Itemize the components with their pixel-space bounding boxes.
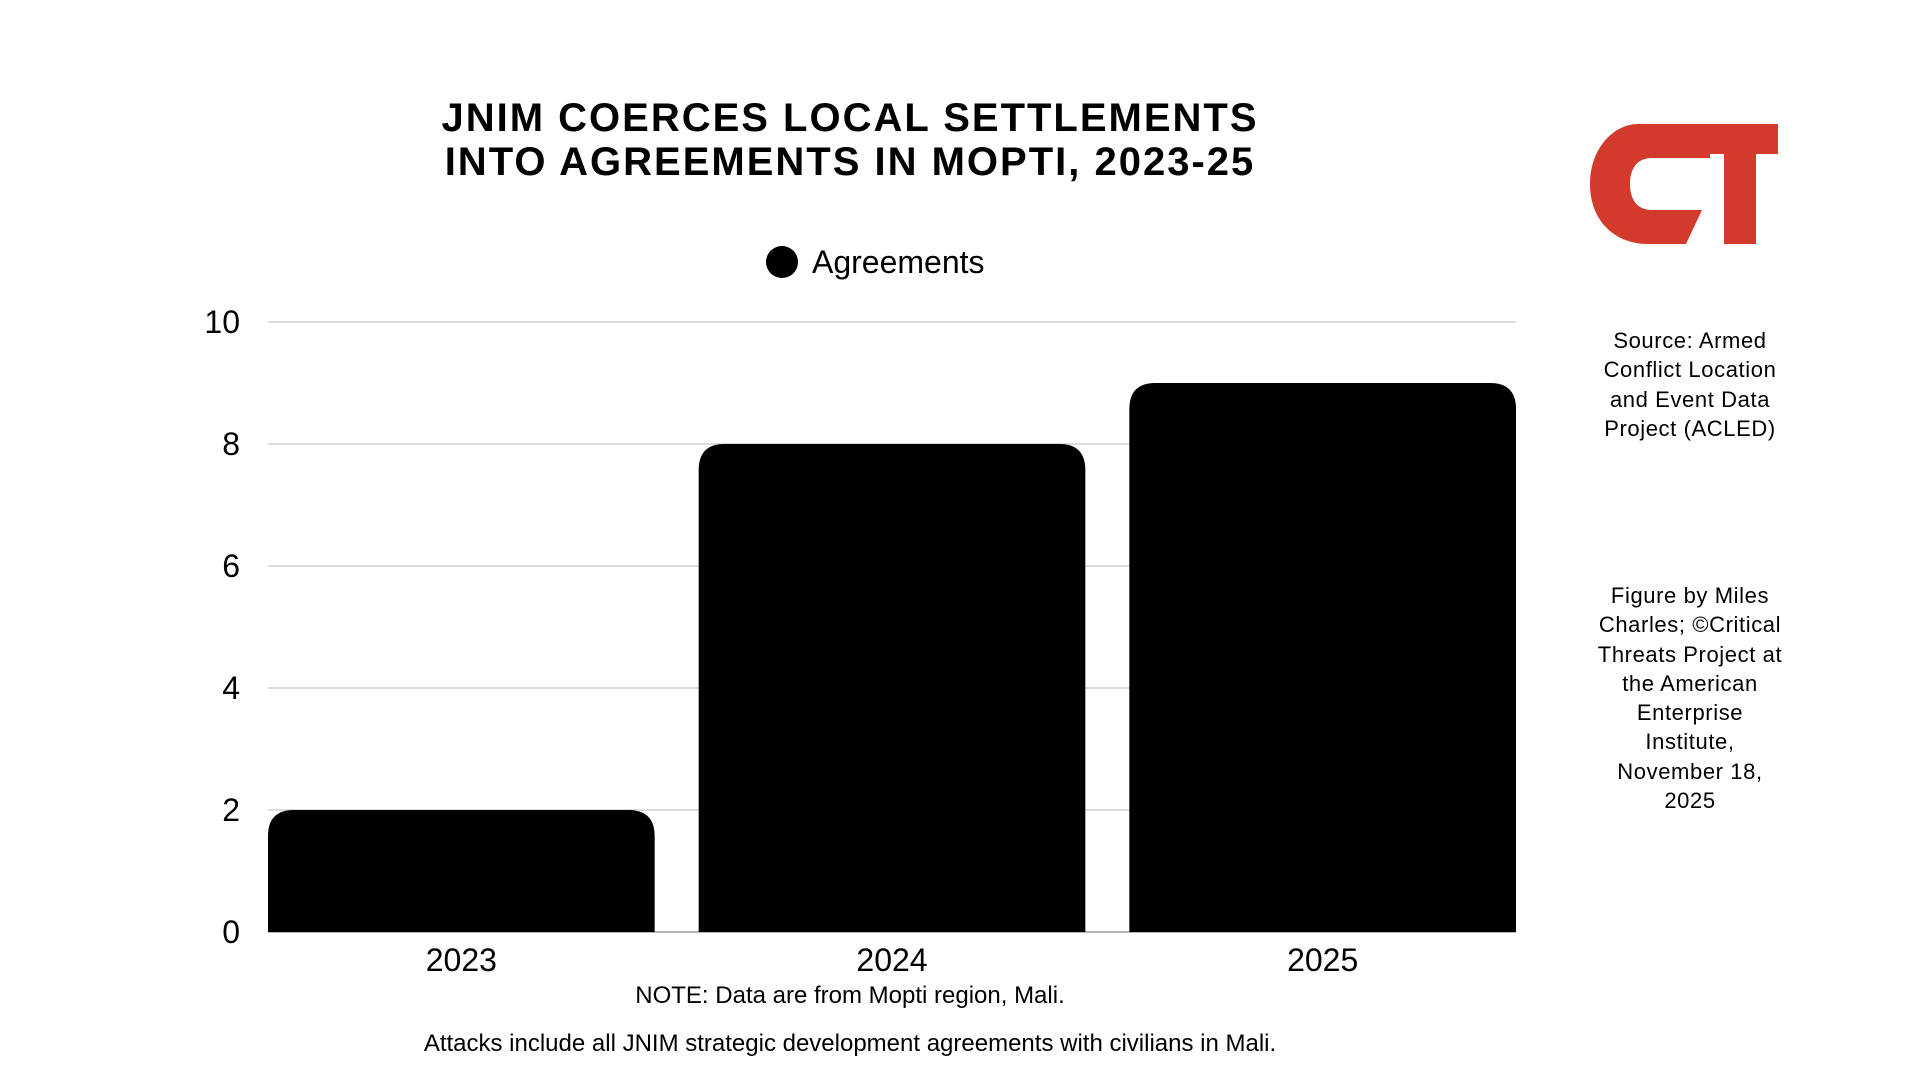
y-tick-label: 10 <box>204 304 240 340</box>
chart-title: JNIM COERCES LOCAL SETTLEMENTS INTO AGRE… <box>0 96 1700 184</box>
chart-legend: Agreements <box>766 242 985 282</box>
y-tick-label: 4 <box>222 670 240 706</box>
x-tick-label: 2025 <box>1287 942 1358 978</box>
ct-logo-icon <box>1590 124 1778 244</box>
legend-swatch-agreements <box>766 246 798 278</box>
y-tick-label: 6 <box>222 548 240 584</box>
note-line-2: Attacks include all JNIM strategic devel… <box>423 1030 1277 1057</box>
chart-title-line-1: JNIM COERCES LOCAL SETTLEMENTS <box>441 96 1259 140</box>
y-tick-label: 0 <box>222 914 240 950</box>
chart-title-line-2: INTO AGREEMENTS IN MOPTI, 2023-25 <box>444 140 1256 184</box>
y-tick-label: 8 <box>222 426 240 462</box>
y-tick-label: 2 <box>222 792 240 828</box>
note-line-1: NOTE: Data are from Mopti region, Mali. <box>635 982 1065 1009</box>
x-tick-label: 2024 <box>856 942 927 978</box>
legend-label-agreements: Agreements <box>812 243 985 280</box>
x-tick-label: 2023 <box>426 942 497 978</box>
bar-2024 <box>698 444 1086 932</box>
source-text: Source: Armed Conflict Location and Even… <box>1603 328 1777 441</box>
credit-text: Figure by Miles Charles; ©Critical Threa… <box>1597 583 1783 814</box>
bar-2023 <box>268 810 655 932</box>
bar-2025 <box>1129 383 1516 932</box>
